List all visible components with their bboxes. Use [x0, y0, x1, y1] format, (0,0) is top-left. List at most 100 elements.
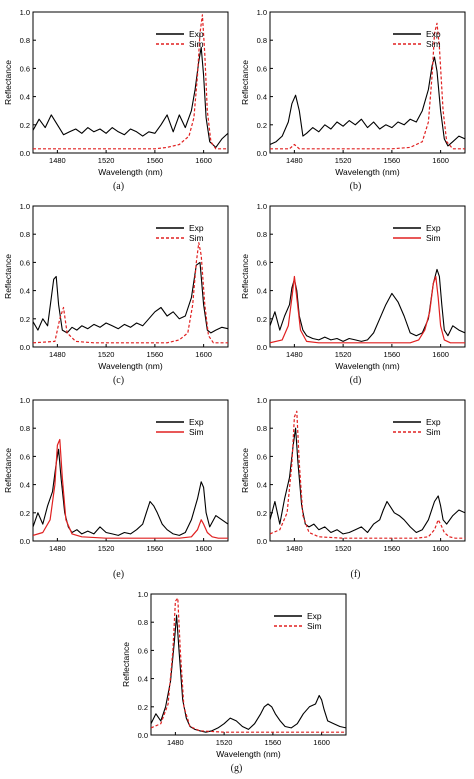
plot-frame — [269, 399, 466, 542]
x-tick-label: 1520 — [335, 544, 352, 553]
series-exp-line — [33, 448, 228, 536]
y-tick-label: 0.4 — [257, 481, 267, 490]
legend-sim-label: Sim — [307, 621, 322, 631]
panel-e: 0.0 0.2 0.4 0.6 0.8 1.0 1480 1520 1560 1600 Reflec… — [0, 388, 237, 582]
y-tick-label: 0.0 — [257, 537, 267, 546]
x-tick-label: 1520 — [98, 350, 115, 359]
x-tick-label: 1600 — [195, 156, 212, 165]
y-tick-label: 0.8 — [257, 424, 267, 433]
panel-f: 0.0 0.2 0.4 0.6 0.8 1.0 1480 1520 1560 1600 Reflec… — [237, 388, 474, 582]
x-axis-label: Wavelength (nm) — [335, 361, 400, 371]
x-tick-label: 1600 — [432, 350, 449, 359]
x-tick-label: 1520 — [335, 350, 352, 359]
x-axis-label: Wavelength (nm) — [216, 749, 281, 759]
y-tick-label: 0.2 — [257, 315, 267, 324]
series-sim-line — [270, 410, 465, 539]
x-tick-label: 1480 — [49, 156, 66, 165]
x-tick-label: 1560 — [147, 544, 164, 553]
legend-sim-label: Sim — [189, 427, 204, 437]
panel-caption: (b) — [349, 181, 362, 192]
y-tick-label: 1.0 — [20, 202, 30, 211]
panel-g: 0.0 0.2 0.4 0.6 0.8 1.0 1480 1520 1560 1600 Wavele… — [118, 582, 355, 776]
x-tick-label: 1480 — [286, 544, 303, 553]
x-tick-label: 1560 — [384, 156, 401, 165]
legend-exp-label: Exp — [189, 417, 204, 427]
y-tick-label: 0.4 — [20, 93, 30, 102]
series-exp-line — [270, 427, 465, 535]
x-tick-label: 1480 — [286, 156, 303, 165]
series-sim-line — [33, 438, 228, 539]
y-tick-label: 0.6 — [20, 64, 30, 73]
x-tick-label: 1560 — [384, 544, 401, 553]
y-tick-label: 0.6 — [20, 452, 30, 461]
legend-sim-label: Sim — [426, 427, 441, 437]
x-tick-label: 1560 — [265, 738, 282, 747]
x-tick-label: 1560 — [147, 350, 164, 359]
x-tick-label: 1600 — [313, 738, 330, 747]
chart-svg: 0.0 0.2 0.4 0.6 0.8 1.0 1480 1520 1560 1600 Wavele… — [121, 590, 347, 759]
series-exp-line — [33, 46, 228, 148]
plot-frame — [269, 11, 466, 154]
plot-frame — [150, 593, 347, 736]
y-tick-label: 0.4 — [20, 481, 30, 490]
plot-frame — [32, 11, 229, 154]
y-tick-label: 0.6 — [20, 258, 30, 267]
legend-exp-label: Exp — [307, 611, 322, 621]
panel-caption: (e) — [112, 569, 125, 580]
y-tick-label: 0.2 — [257, 121, 267, 130]
y-tick-label: 1.0 — [138, 590, 148, 599]
series-sim-line — [151, 597, 346, 733]
panel-caption: (a) — [112, 181, 125, 192]
plot-frame — [32, 205, 229, 348]
legend-sim-label: Sim — [426, 39, 441, 49]
x-tick-label: 1560 — [384, 350, 401, 359]
legend-exp-label: Exp — [189, 29, 204, 39]
y-tick-label: 0.2 — [138, 703, 148, 712]
y-tick-label: 1.0 — [257, 396, 267, 405]
x-axis-label: Wavelength (nm) — [98, 361, 163, 371]
legend-exp-label: Exp — [426, 417, 441, 427]
y-tick-label: 1.0 — [257, 202, 267, 211]
x-tick-label: 1600 — [432, 156, 449, 165]
panel-a: 0.0 0.2 0.4 0.6 0.8 1.0 1480 1520 1560 1600 Wavele… — [0, 0, 237, 194]
y-tick-label: 0.6 — [257, 452, 267, 461]
y-axis-label: Reflectance — [240, 448, 250, 493]
legend-sim-label: Sim — [189, 233, 204, 243]
series-exp-line — [33, 261, 228, 334]
y-tick-label: 0.6 — [257, 64, 267, 73]
y-tick-label: 0.8 — [20, 230, 30, 239]
y-axis-label: Reflectance — [3, 448, 13, 493]
y-axis-label: Reflectance — [3, 60, 13, 105]
chart-svg: 0.0 0.2 0.4 0.6 0.8 1.0 1480 1520 1560 1600 Reflec… — [240, 396, 466, 553]
y-tick-label: 0.8 — [20, 36, 30, 45]
y-tick-label: 0.2 — [20, 509, 30, 518]
panel-d: 0.0 0.2 0.4 0.6 0.8 1.0 1480 1520 1560 1600 Wavele… — [237, 194, 474, 388]
x-tick-label: 1480 — [167, 738, 184, 747]
plot-frame — [269, 205, 466, 348]
x-tick-label: 1520 — [335, 156, 352, 165]
y-tick-label: 0.8 — [257, 230, 267, 239]
y-tick-label: 0.8 — [20, 424, 30, 433]
chart-svg: 0.0 0.2 0.4 0.6 0.8 1.0 1480 1520 1560 1600 Wavele… — [240, 202, 466, 371]
panel-caption: (d) — [349, 375, 362, 386]
series-exp-line — [270, 56, 465, 147]
y-tick-label: 0.0 — [257, 343, 267, 352]
y-tick-label: 0.0 — [20, 149, 30, 158]
y-tick-label: 0.2 — [20, 121, 30, 130]
x-axis-label: Wavelength (nm) — [98, 167, 163, 177]
y-tick-label: 0.0 — [20, 343, 30, 352]
y-tick-label: 0.0 — [257, 149, 267, 158]
y-tick-label: 0.4 — [20, 287, 30, 296]
y-axis-label: Reflectance — [121, 642, 131, 687]
y-tick-label: 1.0 — [20, 8, 30, 17]
y-tick-label: 0.6 — [138, 646, 148, 655]
y-tick-label: 0.8 — [138, 618, 148, 627]
x-tick-label: 1520 — [98, 156, 115, 165]
y-tick-label: 0.4 — [138, 675, 148, 684]
chart-svg: 0.0 0.2 0.4 0.6 0.8 1.0 1480 1520 1560 1600 Wavele… — [240, 8, 466, 177]
x-tick-label: 1480 — [286, 350, 303, 359]
plot-frame — [32, 399, 229, 542]
panel-c: 0.0 0.2 0.4 0.6 0.8 1.0 1480 1520 1560 1600 Wavele… — [0, 194, 237, 388]
x-tick-label: 1520 — [98, 544, 115, 553]
legend-sim-label: Sim — [426, 233, 441, 243]
